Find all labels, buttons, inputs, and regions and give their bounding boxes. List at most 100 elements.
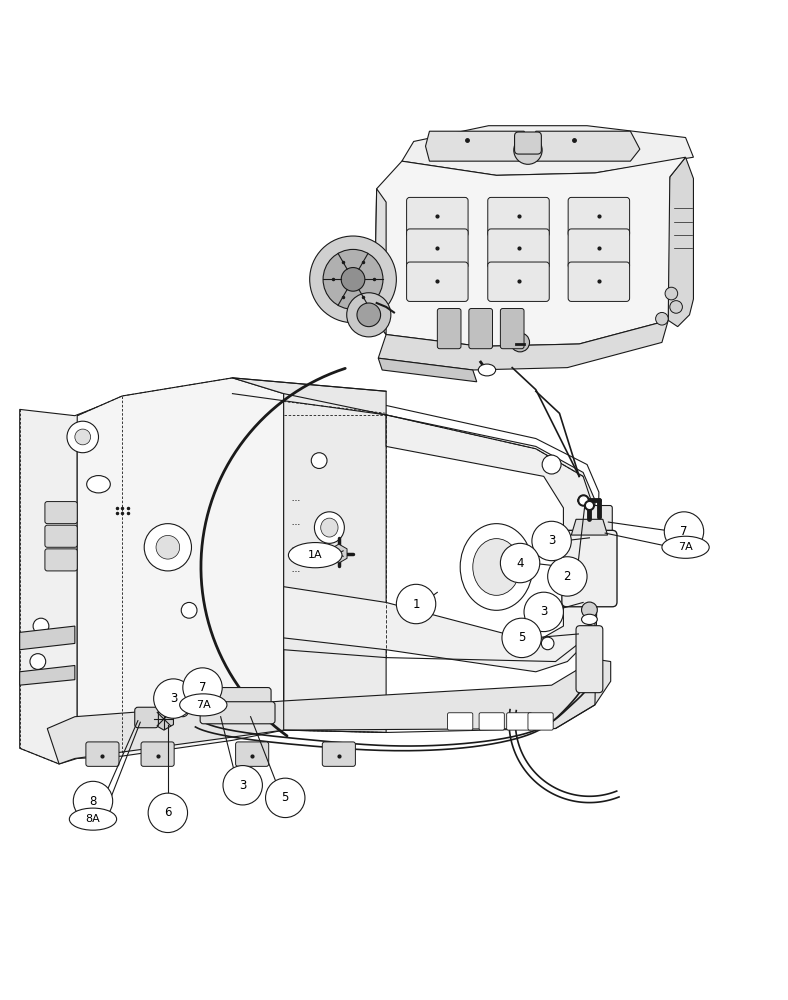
Ellipse shape — [460, 524, 533, 610]
Circle shape — [181, 602, 197, 618]
Text: 7: 7 — [199, 681, 206, 694]
Ellipse shape — [180, 694, 192, 703]
Circle shape — [73, 781, 113, 821]
Circle shape — [156, 535, 180, 559]
Circle shape — [665, 287, 678, 300]
Polygon shape — [532, 131, 640, 161]
Polygon shape — [47, 659, 611, 764]
FancyBboxPatch shape — [448, 713, 473, 730]
Circle shape — [75, 429, 91, 445]
Circle shape — [656, 312, 668, 325]
Ellipse shape — [180, 694, 227, 716]
Circle shape — [177, 706, 188, 717]
FancyBboxPatch shape — [45, 502, 77, 524]
Circle shape — [524, 592, 563, 632]
FancyBboxPatch shape — [135, 707, 158, 728]
Text: 6: 6 — [164, 806, 172, 819]
Circle shape — [542, 455, 561, 474]
Text: 5: 5 — [281, 791, 289, 804]
FancyBboxPatch shape — [407, 262, 468, 301]
Text: 2: 2 — [563, 570, 571, 583]
Circle shape — [144, 524, 191, 571]
Circle shape — [183, 668, 222, 707]
FancyBboxPatch shape — [86, 742, 119, 766]
Text: 1A: 1A — [308, 550, 322, 560]
Text: 7A: 7A — [678, 542, 693, 552]
Polygon shape — [232, 378, 386, 415]
Polygon shape — [668, 157, 693, 327]
Text: 3: 3 — [548, 534, 556, 547]
Ellipse shape — [582, 614, 597, 625]
Circle shape — [670, 301, 682, 313]
Circle shape — [310, 236, 396, 323]
FancyBboxPatch shape — [568, 197, 630, 237]
FancyBboxPatch shape — [589, 506, 612, 538]
Ellipse shape — [662, 536, 709, 558]
FancyBboxPatch shape — [236, 742, 269, 766]
Text: 7: 7 — [680, 525, 688, 538]
Text: 4: 4 — [516, 557, 524, 570]
Text: 3: 3 — [540, 605, 548, 618]
Polygon shape — [378, 358, 477, 382]
Circle shape — [502, 618, 541, 658]
Polygon shape — [284, 394, 386, 732]
FancyBboxPatch shape — [562, 530, 617, 607]
FancyBboxPatch shape — [192, 688, 271, 710]
Polygon shape — [284, 415, 595, 672]
Text: 8: 8 — [89, 795, 97, 808]
Polygon shape — [331, 544, 347, 563]
FancyBboxPatch shape — [488, 197, 549, 237]
Polygon shape — [20, 626, 75, 650]
Polygon shape — [374, 157, 686, 346]
Text: 7A: 7A — [196, 700, 210, 710]
FancyBboxPatch shape — [407, 229, 468, 268]
Circle shape — [500, 543, 540, 583]
Circle shape — [396, 584, 436, 624]
Text: 3: 3 — [169, 692, 177, 705]
Ellipse shape — [478, 364, 496, 376]
Polygon shape — [20, 665, 75, 685]
Polygon shape — [77, 378, 284, 758]
Text: 1: 1 — [412, 598, 420, 611]
Circle shape — [514, 136, 542, 164]
FancyBboxPatch shape — [488, 262, 549, 301]
Ellipse shape — [321, 518, 338, 537]
FancyBboxPatch shape — [568, 262, 630, 301]
FancyBboxPatch shape — [469, 309, 492, 349]
Polygon shape — [426, 131, 533, 161]
Circle shape — [664, 512, 704, 551]
FancyBboxPatch shape — [515, 132, 541, 154]
FancyBboxPatch shape — [322, 742, 355, 766]
Circle shape — [266, 778, 305, 818]
FancyBboxPatch shape — [200, 702, 275, 724]
FancyBboxPatch shape — [500, 309, 524, 349]
FancyBboxPatch shape — [528, 713, 553, 730]
FancyBboxPatch shape — [141, 742, 174, 766]
Polygon shape — [20, 396, 126, 764]
Ellipse shape — [288, 543, 342, 568]
FancyBboxPatch shape — [437, 309, 461, 349]
Ellipse shape — [87, 476, 110, 493]
FancyBboxPatch shape — [45, 549, 77, 571]
FancyBboxPatch shape — [479, 713, 504, 730]
Circle shape — [341, 268, 365, 291]
FancyBboxPatch shape — [45, 525, 77, 547]
Circle shape — [30, 654, 46, 669]
Circle shape — [33, 618, 49, 634]
Ellipse shape — [314, 512, 344, 543]
Polygon shape — [378, 320, 668, 370]
Circle shape — [582, 602, 597, 618]
Circle shape — [223, 766, 262, 805]
Text: 8A: 8A — [86, 814, 100, 824]
Polygon shape — [154, 708, 173, 730]
Polygon shape — [374, 189, 386, 335]
Polygon shape — [402, 126, 693, 175]
Circle shape — [347, 293, 391, 337]
FancyBboxPatch shape — [407, 197, 468, 237]
FancyBboxPatch shape — [507, 713, 532, 730]
Circle shape — [357, 303, 381, 327]
Text: 5: 5 — [518, 631, 526, 644]
FancyBboxPatch shape — [488, 229, 549, 268]
Circle shape — [311, 453, 327, 468]
Polygon shape — [571, 519, 608, 535]
